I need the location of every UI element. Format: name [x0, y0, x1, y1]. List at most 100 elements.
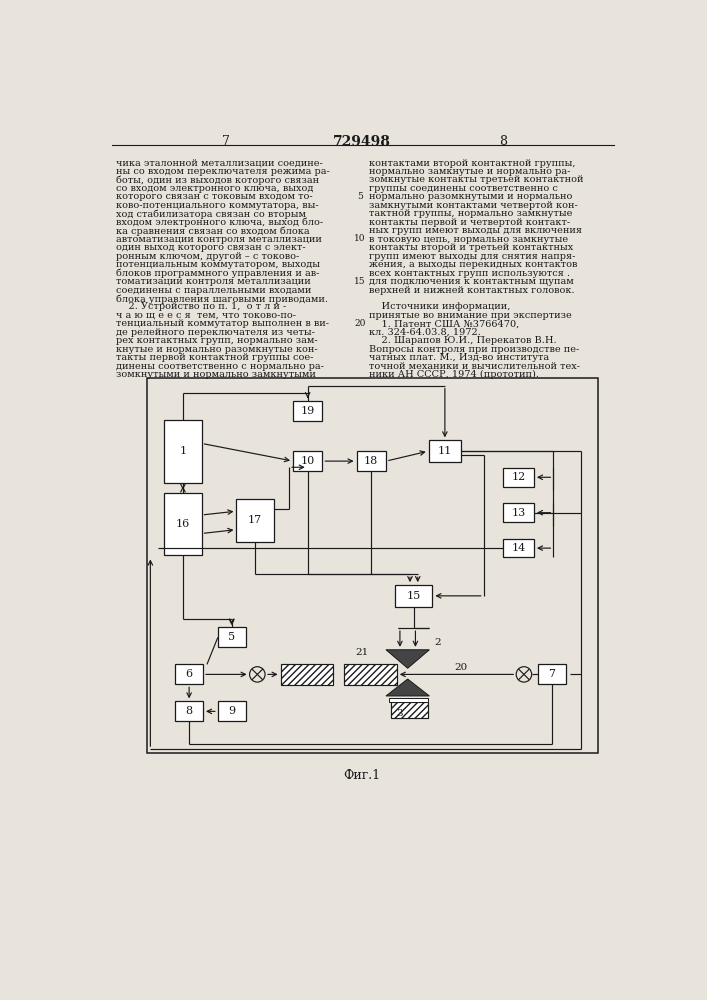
- Bar: [293, 451, 322, 471]
- Text: чатных плат. М., Изд-во института: чатных плат. М., Изд-во института: [369, 353, 549, 362]
- Text: контакты второй и третьей контактных: контакты второй и третьей контактных: [369, 243, 573, 252]
- Text: принятые во внимание при экспертизе: принятые во внимание при экспертизе: [369, 311, 572, 320]
- Text: 15: 15: [354, 277, 366, 286]
- Bar: [164, 420, 201, 483]
- Text: 15: 15: [407, 591, 421, 601]
- Text: контактами второй контактной группы,: контактами второй контактной группы,: [369, 158, 575, 167]
- Text: де релейного переключателя из четы-: де релейного переключателя из четы-: [116, 328, 315, 337]
- Bar: [389, 698, 428, 702]
- Text: 10: 10: [354, 234, 366, 243]
- Bar: [395, 585, 433, 607]
- Text: входом электронного ключа, выход бло-: входом электронного ключа, выход бло-: [116, 218, 323, 227]
- Text: 5: 5: [357, 192, 363, 201]
- Bar: [175, 664, 203, 684]
- Text: 3: 3: [396, 709, 403, 718]
- Text: 2: 2: [435, 638, 441, 647]
- Polygon shape: [386, 679, 429, 696]
- Text: 20: 20: [454, 663, 467, 672]
- Text: такты первой контактной группы сое-: такты первой контактной группы сое-: [116, 353, 314, 362]
- Text: зомкнутые контакты третьей контактной: зомкнутые контакты третьей контактной: [369, 175, 583, 184]
- Bar: [164, 493, 201, 555]
- Text: 5: 5: [228, 632, 235, 642]
- Text: замкнутыми контактами четвертой кон-: замкнутыми контактами четвертой кон-: [369, 201, 578, 210]
- Text: ны со входом переключателя режима ра-: ны со входом переключателя режима ра-: [116, 167, 330, 176]
- Text: 2. Устройство по п. 1,  о т л и -: 2. Устройство по п. 1, о т л и -: [116, 302, 286, 311]
- Text: Фиг.1: Фиг.1: [344, 769, 380, 782]
- Bar: [538, 664, 566, 684]
- Text: 7: 7: [221, 135, 230, 148]
- Text: 17: 17: [248, 515, 262, 525]
- Text: чика эталонной металлизации соедине-: чика эталонной металлизации соедине-: [116, 158, 323, 167]
- Text: точной механики и вычислительной тех-: точной механики и вычислительной тех-: [369, 362, 580, 371]
- Text: ка сравнения связан со входом блока: ка сравнения связан со входом блока: [116, 226, 310, 236]
- Text: которого связан с токовым входом то-: которого связан с токовым входом то-: [116, 192, 313, 201]
- Text: тактной группы, нормально замкнутые: тактной группы, нормально замкнутые: [369, 209, 572, 218]
- Bar: [503, 468, 534, 487]
- Text: ково-потенциального коммутатора, вы-: ково-потенциального коммутатора, вы-: [116, 201, 319, 210]
- Polygon shape: [386, 650, 429, 668]
- Text: всех контактных групп используются .: всех контактных групп используются .: [369, 269, 570, 278]
- Text: блока управления шаговыми приводами.: блока управления шаговыми приводами.: [116, 294, 328, 304]
- Text: 12: 12: [511, 472, 525, 482]
- Text: соединены с параллельными входами: соединены с параллельными входами: [116, 286, 312, 295]
- Bar: [391, 702, 428, 718]
- Text: рех контактных групп, нормально зам-: рех контактных групп, нормально зам-: [116, 336, 318, 345]
- Bar: [293, 401, 322, 421]
- Text: нормально замкнутые и нормально ра-: нормально замкнутые и нормально ра-: [369, 167, 571, 176]
- Text: боты, один из выходов которого связан: боты, один из выходов которого связан: [116, 175, 320, 185]
- Text: 2. Шарапов Ю.И., Перекатов В.Н.: 2. Шарапов Ю.И., Перекатов В.Н.: [369, 336, 556, 345]
- Bar: [428, 440, 461, 462]
- Text: тенциальный коммутатор выполнен в ви-: тенциальный коммутатор выполнен в ви-: [116, 319, 329, 328]
- Text: 729498: 729498: [333, 135, 391, 149]
- Text: со входом электронного ключа, выход: со входом электронного ключа, выход: [116, 184, 314, 193]
- Text: автоматизации контроля металлизации: автоматизации контроля металлизации: [116, 235, 322, 244]
- Bar: [218, 627, 246, 647]
- Bar: [218, 701, 246, 721]
- Text: группы соединены соответственно с: группы соединены соответственно с: [369, 184, 558, 193]
- Text: ных групп имеют выходы для включения: ных групп имеют выходы для включения: [369, 226, 582, 235]
- Text: кнутые и нормально разомкнутые кон-: кнутые и нормально разомкнутые кон-: [116, 345, 318, 354]
- Text: 11: 11: [438, 446, 452, 456]
- Bar: [503, 539, 534, 557]
- Text: зомкнутыми и нормально замкнутыми: зомкнутыми и нормально замкнутыми: [116, 370, 316, 379]
- Text: 19: 19: [300, 406, 315, 416]
- Bar: [344, 664, 397, 685]
- Text: 18: 18: [364, 456, 378, 466]
- Text: ронным ключом, другой – с токово-: ронным ключом, другой – с токово-: [116, 252, 300, 261]
- Text: жения, а выходы перекидных контактов: жения, а выходы перекидных контактов: [369, 260, 578, 269]
- Text: 8: 8: [185, 706, 193, 716]
- Bar: [175, 701, 203, 721]
- Text: 9: 9: [228, 706, 235, 716]
- Text: 10: 10: [300, 456, 315, 466]
- Text: Вопросы контроля при производстве пе-: Вопросы контроля при производстве пе-: [369, 345, 579, 354]
- Text: 6: 6: [185, 669, 193, 679]
- Text: контакты первой и четвертой контакт-: контакты первой и четвертой контакт-: [369, 218, 570, 227]
- Text: 14: 14: [511, 543, 525, 553]
- Text: Источники информации,: Источники информации,: [369, 302, 510, 311]
- Text: ч а ю щ е е с я  тем, что токово-по-: ч а ю щ е е с я тем, что токово-по-: [116, 311, 296, 320]
- Bar: [146, 378, 598, 753]
- Text: нормально разомкнутыми и нормально: нормально разомкнутыми и нормально: [369, 192, 572, 201]
- Text: 1. Патент США №3766470,: 1. Патент США №3766470,: [369, 319, 519, 328]
- Text: один выход которого связан с элект-: один выход которого связан с элект-: [116, 243, 306, 252]
- Text: динены соответственно с нормально ра-: динены соответственно с нормально ра-: [116, 362, 324, 371]
- Text: 8: 8: [499, 135, 507, 148]
- Text: 21: 21: [356, 648, 369, 657]
- Text: ход стабилизатора связан со вторым: ход стабилизатора связан со вторым: [116, 209, 306, 219]
- Text: 1: 1: [180, 446, 187, 456]
- Text: для подключения к контактным щупам: для подключения к контактным щупам: [369, 277, 573, 286]
- Text: кл. 324-64.03.8, 1972.: кл. 324-64.03.8, 1972.: [369, 328, 481, 337]
- Bar: [236, 499, 274, 542]
- Text: 16: 16: [176, 519, 190, 529]
- Text: 20: 20: [354, 319, 366, 328]
- Text: групп имеют выходы для снятия напря-: групп имеют выходы для снятия напря-: [369, 252, 575, 261]
- Text: в токовую цепь, нормально замкнутые: в токовую цепь, нормально замкнутые: [369, 235, 568, 244]
- Text: 13: 13: [511, 508, 525, 518]
- Text: 7: 7: [549, 669, 555, 679]
- Text: потенциальным коммутатором, выходы: потенциальным коммутатором, выходы: [116, 260, 320, 269]
- Bar: [281, 664, 333, 685]
- Text: блоков программного управления и ав-: блоков программного управления и ав-: [116, 269, 320, 278]
- Text: ники АН СССР, 1974 (прототип).: ники АН СССР, 1974 (прототип).: [369, 370, 539, 379]
- Text: верхней и нижней контактных головок.: верхней и нижней контактных головок.: [369, 286, 575, 295]
- Bar: [356, 451, 386, 471]
